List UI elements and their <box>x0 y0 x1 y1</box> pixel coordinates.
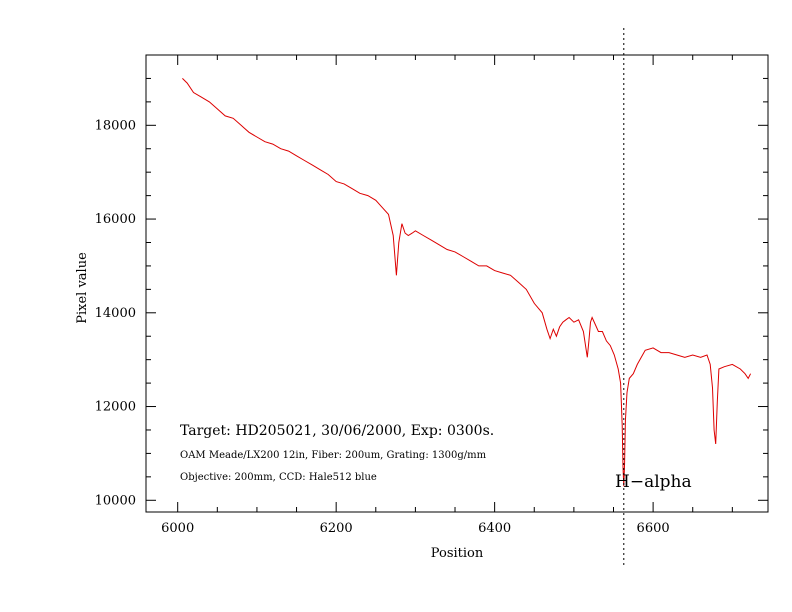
y-tick-label: 12000 <box>95 400 136 415</box>
x-tick-labels: 6000 6200 6400 6600 <box>161 521 670 536</box>
annotation-objective: Objective: 200mm, CCD: Hale512 blue <box>180 472 377 483</box>
plot-frame <box>145 54 769 513</box>
x-tick-label: 6400 <box>478 521 511 536</box>
x-tick-label: 6000 <box>161 521 194 536</box>
y-tick-label: 16000 <box>95 212 136 227</box>
y-tick-label: 10000 <box>95 493 136 508</box>
annotation-instrument: OAM Meade/LX200 12in, Fiber: 200um, Grat… <box>180 450 487 461</box>
y-tick-labels: 10000 12000 14000 16000 18000 <box>95 118 136 508</box>
h-alpha-label: H−alpha <box>615 472 692 492</box>
x-axis-title: Position <box>431 546 484 561</box>
annotation-target: Target: HD205021, 30/06/2000, Exp: 0300s… <box>180 423 494 439</box>
spectrum-line <box>182 78 752 487</box>
y-axis-title: Pixel value <box>75 252 90 324</box>
y-tick-label: 18000 <box>95 118 136 133</box>
y-tick-label: 14000 <box>95 306 136 321</box>
x-tick-label: 6200 <box>320 521 353 536</box>
x-tick-label: 6600 <box>637 521 670 536</box>
axis-ticks <box>146 54 768 512</box>
